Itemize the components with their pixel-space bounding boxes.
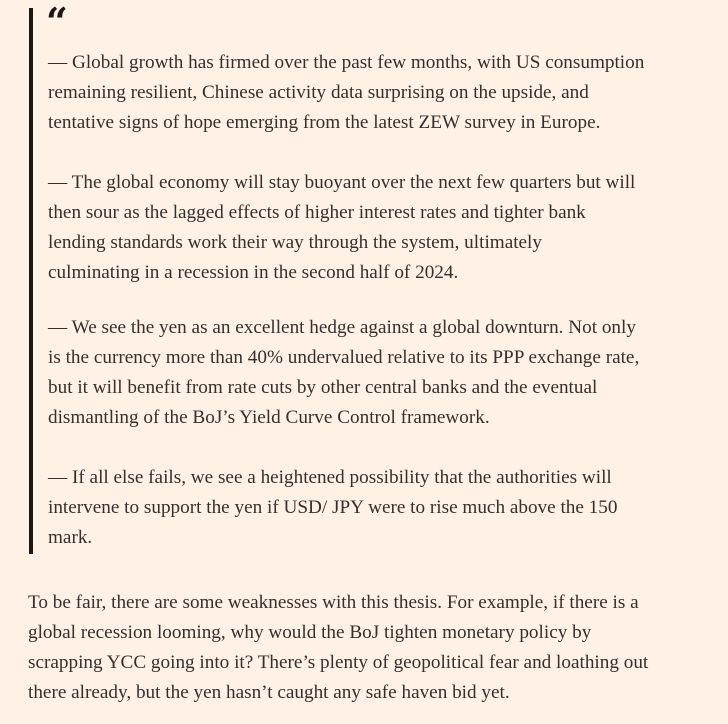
- text-line: To be fair, there are some weaknesses wi…: [28, 592, 639, 613]
- text-line: remaining resilient, Chinese activity da…: [48, 82, 589, 103]
- quote-bar: [29, 8, 33, 554]
- text-line: lending standards work their way through…: [48, 232, 542, 253]
- text-line: mark.: [48, 527, 93, 548]
- text-line: — If all else fails, we see a heightened…: [48, 467, 612, 488]
- text-line: scrapping YCC going into it? There’s ple…: [28, 652, 649, 673]
- text-line: intervene to support the yen if USD/ JPY…: [48, 497, 618, 518]
- text-line: dismantling of the BoJ’s Yield Curve Con…: [48, 407, 490, 428]
- text-line: but it will benefit from rate cuts by ot…: [48, 377, 598, 398]
- text-line: — Global growth has firmed over the past…: [48, 52, 645, 73]
- text-line: then sour as the lagged effects of highe…: [48, 202, 586, 223]
- text-line: — We see the yen as an excellent hedge a…: [48, 317, 636, 338]
- text-line: culminating in a recession in the second…: [48, 262, 459, 283]
- text-line: there already, but the yen hasn’t caught…: [28, 682, 510, 703]
- text-line: tentative signs of hope emerging from th…: [48, 112, 601, 133]
- text-line: is the currency more than 40% undervalue…: [48, 347, 640, 368]
- quote-mark: “: [46, 0, 68, 44]
- text-line: global recession looming, why would the …: [28, 622, 592, 643]
- text-line: — The global economy will stay buoyant o…: [48, 172, 636, 193]
